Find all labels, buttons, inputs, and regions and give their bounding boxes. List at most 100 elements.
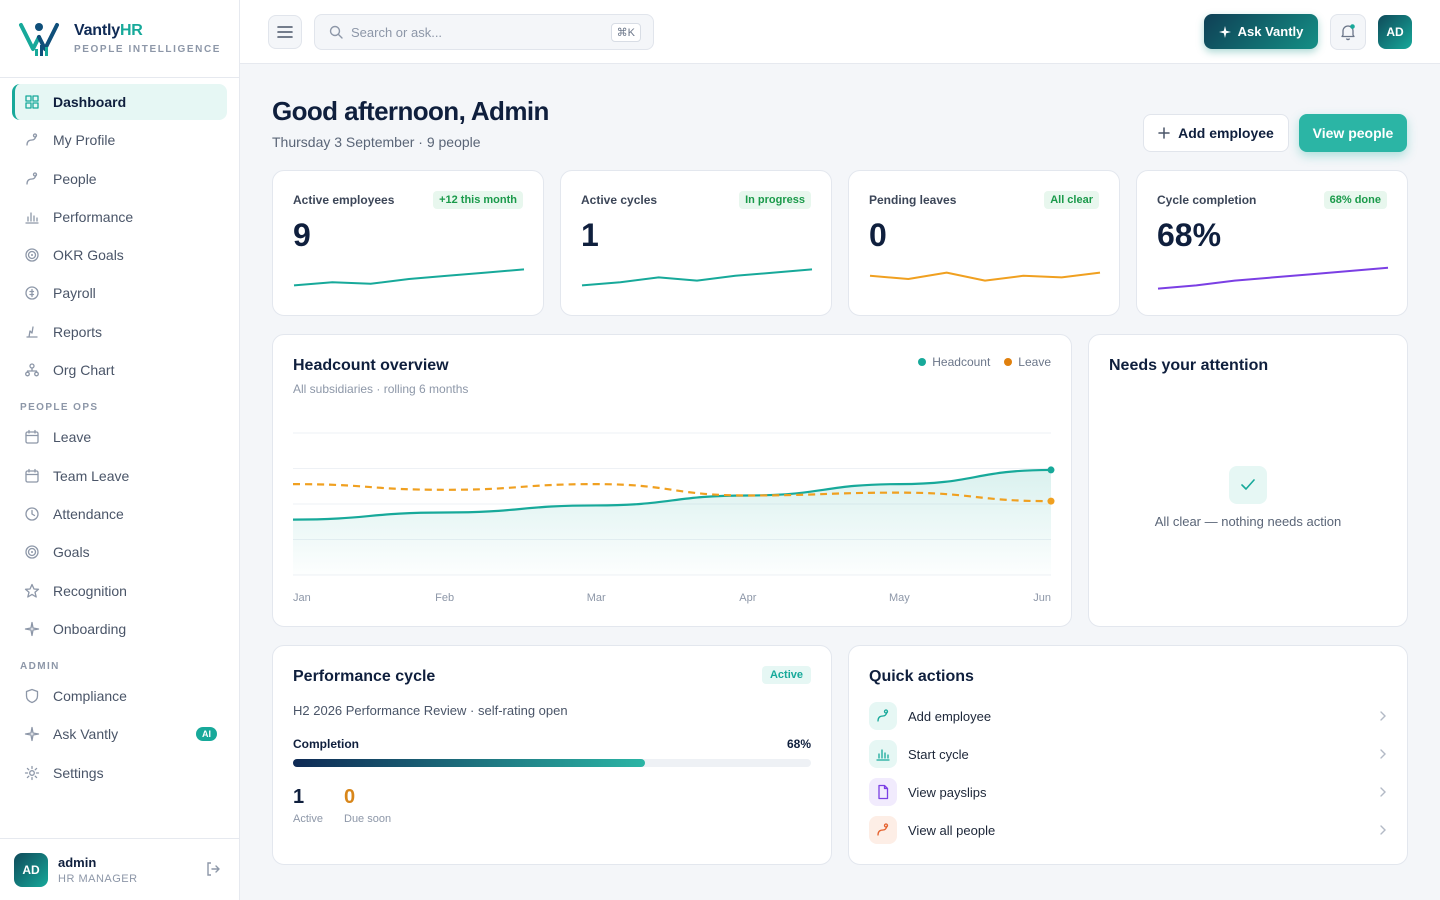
chevron-right-icon [1380, 825, 1386, 835]
sparkline-path [581, 268, 813, 287]
sidebar: VantlyHR PEOPLE INTELLIGENCE Dashboard My… [0, 0, 240, 900]
stat-card[interactable]: Cycle completion 68% done 68% [1136, 170, 1408, 316]
headcount-title: Headcount overview [293, 357, 449, 374]
quick-action-add-employee[interactable]: Add employee [869, 700, 1387, 732]
sparkline [1157, 266, 1389, 290]
sidebar-item-payroll[interactable]: Payroll [12, 275, 227, 311]
sidebar-item-onboarding[interactable]: Onboarding [12, 611, 227, 647]
sparkline-path [293, 268, 525, 287]
sparkline [869, 271, 1101, 282]
brand-subtitle: PEOPLE INTELLIGENCE [74, 44, 222, 55]
notifications-button[interactable] [1330, 14, 1366, 50]
sidebar-item-ask-vantly[interactable]: Ask Vantly AI [12, 716, 227, 752]
sidebar-item-label: Team Leave [53, 467, 130, 484]
sidebar-item-leave[interactable]: Leave [12, 419, 227, 455]
ask-vantly-button[interactable]: Ask Vantly [1204, 14, 1318, 49]
stat-card[interactable]: Active employees +12 this month 9 [272, 170, 544, 316]
sidebar-item-label: Performance [53, 208, 134, 225]
stat-value: 9 [293, 217, 311, 253]
user-role: HR MANAGER [58, 872, 138, 885]
sparkle-icon [24, 621, 40, 637]
due-label: Due soon [344, 813, 392, 825]
sidebar-item-dashboard[interactable]: Dashboard [12, 84, 227, 120]
sidebar-item-okr-goals[interactable]: OKR Goals [12, 237, 227, 273]
legend-leave[interactable]: Leave [1004, 355, 1051, 369]
brand-name: VantlyHR [74, 22, 143, 39]
add-employee-button[interactable]: Add employee [1143, 114, 1289, 152]
avatar[interactable]: AD [14, 852, 48, 887]
search-icon [329, 25, 343, 39]
stat-value: 0 [869, 217, 887, 253]
completion-value: 68% [786, 737, 811, 751]
add-employee-label: Add employee [1178, 125, 1274, 141]
menu-button[interactable] [268, 15, 302, 49]
brand[interactable]: VantlyHR PEOPLE INTELLIGENCE [0, 0, 239, 78]
sidebar-item-label: Attendance [53, 505, 124, 522]
progress-fill [293, 759, 646, 767]
grid-icon [24, 94, 40, 110]
sidebar-nav: Dashboard My Profile People Performance OKR … [0, 78, 239, 791]
bell-icon [1341, 24, 1355, 41]
quick-actions-card: Quick actions Add employee Start cycle Vie… [848, 645, 1408, 865]
x-tick-label: May [889, 592, 910, 604]
chevron-right-icon [1380, 711, 1386, 721]
org-chart-icon [24, 362, 40, 378]
sidebar-item-goals[interactable]: Goals [12, 534, 227, 570]
stat-badge: 68% done [1323, 191, 1387, 209]
top-avatar[interactable]: AD [1378, 15, 1412, 49]
x-tick-label: Apr [739, 592, 756, 604]
sparkline [293, 268, 525, 287]
page-title: Good afternoon, Admin [272, 96, 549, 126]
quick-action-view-all-people[interactable]: View all people [869, 814, 1387, 846]
performance-card[interactable]: Performance cycle Active H2 2026 Perform… [272, 645, 832, 865]
x-tick-label: Mar [587, 592, 606, 604]
bar-chart-icon [24, 209, 40, 225]
search-bar[interactable]: ⌘K [314, 14, 654, 50]
sparkle-icon [24, 726, 40, 742]
sidebar-item-team-leave[interactable]: Team Leave [12, 458, 227, 494]
quick-action-label: View payslips [908, 784, 987, 800]
quick-action-label: Add employee [908, 708, 992, 724]
calendar-icon [24, 429, 40, 445]
sidebar-item-performance[interactable]: Performance [12, 199, 227, 235]
sidebar-item-org-chart[interactable]: Org Chart [12, 352, 227, 388]
hamburger-icon [277, 26, 293, 38]
section-admin: ADMIN [20, 661, 60, 673]
headcount-subtitle: All subsidiaries · rolling 6 months [293, 382, 469, 396]
sidebar-item-label: My Profile [53, 132, 116, 149]
sparkle-icon [1218, 25, 1231, 38]
sparkline-path [869, 271, 1101, 282]
stat-label: Active cycles [581, 193, 658, 207]
sidebar-item-label: Leave [53, 429, 92, 446]
stat-card[interactable]: Active cycles In progress 1 [560, 170, 832, 316]
stat-card[interactable]: Pending leaves All clear 0 [848, 170, 1120, 316]
sidebar-item-reports[interactable]: Reports [12, 314, 227, 350]
stat-badge: All clear [1044, 191, 1099, 209]
quick-action-start-cycle[interactable]: Start cycle [869, 738, 1387, 770]
search-input[interactable] [351, 24, 591, 40]
x-tick-label: Jan [293, 592, 311, 604]
page-subtitle: Thursday 3 September · 9 people [272, 134, 481, 150]
section-people-ops: PEOPLE OPS [20, 402, 99, 414]
stat-badge: In progress [739, 191, 811, 209]
sidebar-item-attendance[interactable]: Attendance [12, 496, 227, 532]
chart-legend: Headcount Leave [918, 355, 1051, 369]
sidebar-item-my-profile[interactable]: My Profile [12, 122, 227, 158]
sidebar-item-people[interactable]: People [12, 161, 227, 197]
sidebar-item-settings[interactable]: Settings [12, 755, 227, 791]
sidebar-item-label: Dashboard [53, 94, 127, 110]
view-people-button[interactable]: View people [1299, 114, 1407, 152]
quick-action-view-payslips[interactable]: View payslips [869, 776, 1387, 808]
ai-badge: AI [196, 727, 217, 742]
sparkline [581, 268, 813, 287]
legend-headcount[interactable]: Headcount [918, 355, 990, 369]
stat-label: Pending leaves [869, 193, 957, 207]
sidebar-item-compliance[interactable]: Compliance [12, 678, 227, 714]
logout-icon[interactable] [205, 861, 221, 877]
clock-icon [24, 506, 40, 522]
sidebar-item-recognition[interactable]: Recognition [12, 573, 227, 609]
gear-icon [24, 765, 40, 781]
due-count: 0 [344, 786, 356, 808]
calendar-icon [24, 468, 40, 484]
user-profile[interactable]: AD admin HR MANAGER [0, 838, 239, 900]
